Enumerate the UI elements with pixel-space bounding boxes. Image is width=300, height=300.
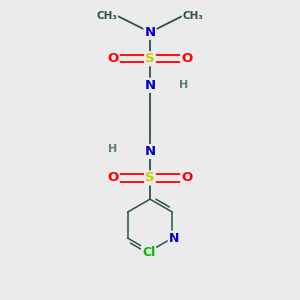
Text: S: S xyxy=(145,172,155,184)
Text: H: H xyxy=(179,80,189,90)
Text: CH₃: CH₃ xyxy=(182,11,203,21)
Text: N: N xyxy=(144,79,156,92)
Text: CH₃: CH₃ xyxy=(97,11,118,21)
Text: N: N xyxy=(144,145,156,158)
Text: N: N xyxy=(169,232,179,244)
Text: O: O xyxy=(108,172,119,184)
Text: Cl: Cl xyxy=(142,246,155,259)
Text: O: O xyxy=(181,172,192,184)
Text: N: N xyxy=(144,26,156,39)
Text: O: O xyxy=(108,52,119,65)
Text: S: S xyxy=(145,52,155,65)
Text: O: O xyxy=(181,52,192,65)
Text: H: H xyxy=(108,144,118,154)
